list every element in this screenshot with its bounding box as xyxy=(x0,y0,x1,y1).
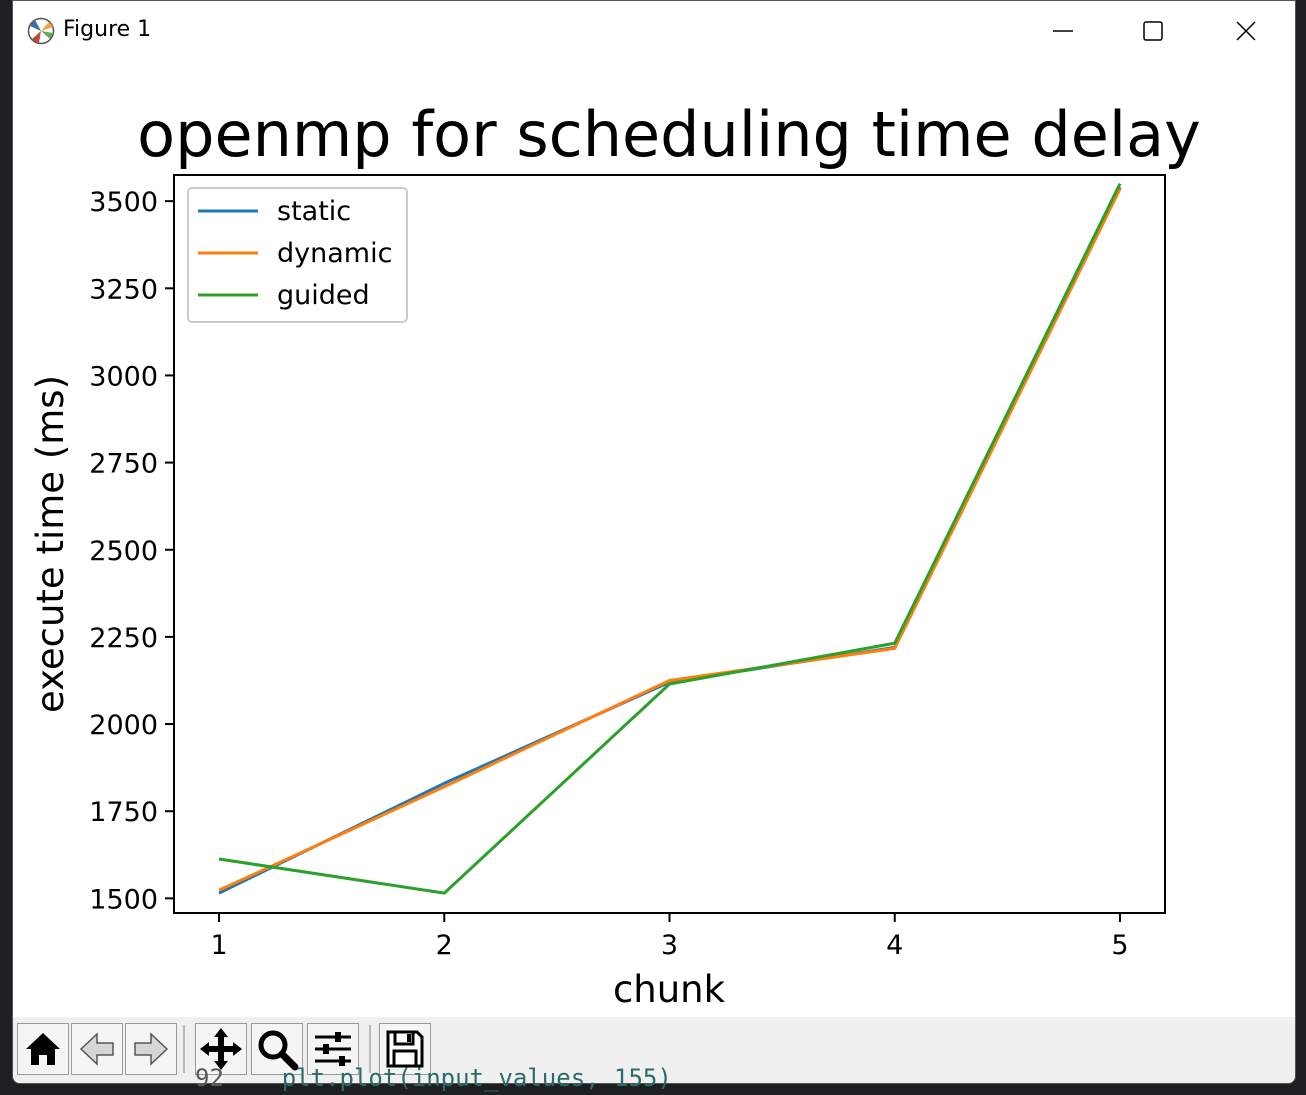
y-tick-label: 3250 xyxy=(89,274,158,305)
legend-label-static: static xyxy=(277,196,351,227)
y-tick-label: 1500 xyxy=(89,884,158,915)
x-tick-label: 4 xyxy=(886,930,903,961)
toolbar-separator xyxy=(369,1025,371,1073)
sliders-icon xyxy=(315,1032,351,1066)
y-tick-label: 2750 xyxy=(89,449,158,480)
pan-button[interactable] xyxy=(195,1023,247,1075)
y-tick-label: 3000 xyxy=(89,361,158,392)
maximize-button[interactable] xyxy=(1108,1,1198,61)
minimize-button[interactable] xyxy=(1018,1,1108,61)
close-button[interactable] xyxy=(1201,1,1291,61)
close-icon xyxy=(1236,21,1256,41)
window-title: Figure 1 xyxy=(63,17,152,42)
title-bar[interactable]: Figure 1 xyxy=(13,1,1295,61)
forward-arrow-icon xyxy=(134,1032,169,1066)
x-tick-label: 5 xyxy=(1111,930,1128,961)
y-tick-label: 2000 xyxy=(89,710,158,741)
chart-title: openmp for scheduling time delay xyxy=(137,98,1201,171)
y-axis-label: execute time (ms) xyxy=(29,375,72,713)
y-tick-label: 2250 xyxy=(89,623,158,654)
configure-subplots-button[interactable] xyxy=(307,1023,359,1075)
background-editor-line: 92 plt.plot(input_values, 155) xyxy=(195,1064,672,1092)
back-button[interactable] xyxy=(71,1023,123,1075)
x-axis-label: chunk xyxy=(613,968,726,1011)
figure-canvas[interactable]: openmp for scheduling time delay 1 2 3 4 5 15… xyxy=(13,61,1295,1017)
plot-axes: 1 2 3 4 5 1500 1750 2000 2250 2500 2750 3000 3250 350… xyxy=(89,174,1166,961)
magnifier-icon xyxy=(258,1030,299,1071)
save-button[interactable] xyxy=(379,1023,431,1075)
x-tick-label: 2 xyxy=(436,930,453,961)
y-tick-label: 1750 xyxy=(89,797,158,828)
x-tick-label: 3 xyxy=(661,930,678,961)
home-button[interactable] xyxy=(17,1023,69,1075)
maximize-icon xyxy=(1143,21,1163,41)
zoom-button[interactable] xyxy=(251,1023,303,1075)
y-tick-label: 2500 xyxy=(89,536,158,567)
legend-label-dynamic: dynamic xyxy=(277,238,392,269)
legend-label-guided: guided xyxy=(277,280,370,311)
legend-box xyxy=(187,187,408,323)
minimize-icon xyxy=(1053,30,1073,32)
line-number: 92 xyxy=(195,1064,224,1092)
navigation-toolbar xyxy=(13,1017,1295,1083)
series-line-dynamic xyxy=(218,188,1122,892)
code-text: plt.plot(input_values, 155) xyxy=(281,1064,672,1092)
y-tick-label: 3500 xyxy=(89,187,158,218)
figure-window: Figure 1 openmp for scheduling time dela… xyxy=(12,0,1296,1084)
toolbar-separator xyxy=(183,1025,185,1073)
x-tick-label: 1 xyxy=(210,930,227,961)
home-icon xyxy=(26,1033,60,1065)
back-arrow-icon xyxy=(79,1032,114,1066)
floppy-disk-icon xyxy=(386,1030,424,1068)
series-line-guided xyxy=(218,183,1122,895)
forward-button[interactable] xyxy=(125,1023,177,1075)
move-icon xyxy=(200,1028,242,1070)
matplotlib-logo-icon xyxy=(27,17,55,45)
